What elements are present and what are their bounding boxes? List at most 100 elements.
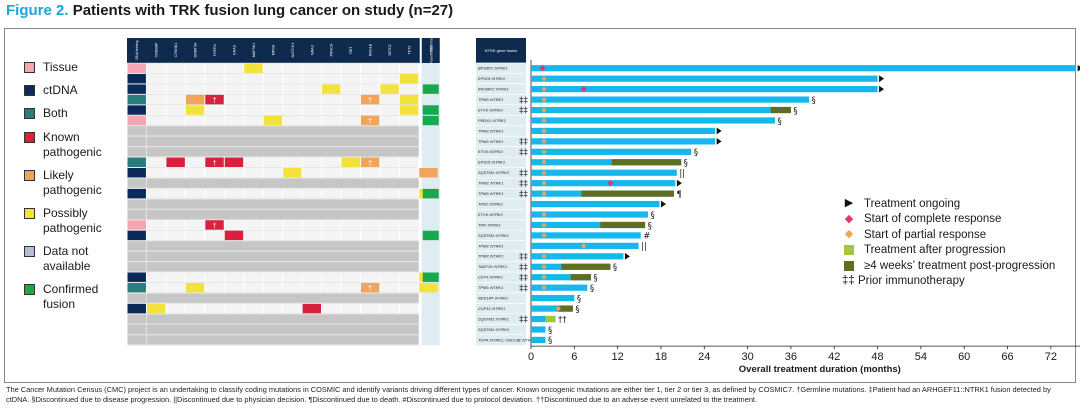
dna-testing-cell (127, 94, 146, 105)
legend-swatch (24, 284, 35, 295)
patient-lane: ‡‡ § (519, 263, 617, 273)
confirmed-fusion-cell (422, 84, 439, 94)
empty-cell (263, 168, 283, 178)
prior-immunotherapy-mark: ‡‡ (519, 138, 529, 148)
after-progression-swatch (844, 245, 854, 256)
swimmer-legend-item: ▶ Treatment ongoing (842, 196, 1055, 212)
fusion-label: ETV6::NTRK3 (478, 149, 503, 154)
empty-cell (380, 230, 399, 241)
ongoing-arrow (879, 85, 885, 93)
figure-canvas: DNA testing CREBBP CTNNB1 DNMT3A FGFR4 GNAS MA… (127, 36, 1080, 375)
ongoing-arrow (661, 200, 667, 208)
x-tick-label: 12 (612, 351, 624, 363)
empty-cell (399, 220, 419, 230)
column-header: NRAS (310, 44, 314, 55)
x-tick-label: 24 (698, 351, 710, 363)
empty-cell (322, 115, 341, 126)
discontinuation-note: †† (558, 315, 567, 325)
empty-cell (224, 94, 244, 105)
dna-testing-cell (127, 147, 146, 157)
na-band (146, 262, 419, 272)
empty-cell (341, 188, 360, 199)
treatment-bar (531, 180, 676, 187)
treatment-bar (531, 117, 776, 124)
empty-cell (399, 230, 419, 241)
discontinuation-note: § (548, 336, 552, 346)
heatmap-row (127, 136, 419, 147)
x-tick-label: 48 (871, 351, 883, 363)
treatment-bar (531, 211, 648, 218)
x-tick-label: 6 (571, 351, 577, 363)
legend-swatch (24, 132, 35, 143)
empty-cell (302, 282, 321, 293)
heatmap-row (127, 230, 439, 241)
dna-testing-cell (127, 105, 146, 115)
dna-testing-cell (127, 262, 146, 272)
empty-cell (244, 105, 263, 115)
partial-response-marker (541, 191, 547, 197)
na-band (146, 241, 419, 251)
fusion-label: TPR::NTRK1 (478, 222, 501, 227)
empty-cell (341, 115, 360, 126)
mutation-cell (419, 168, 438, 178)
treatment-bar (531, 295, 575, 302)
fusion-label: PRDX1::NTRK1 (478, 118, 506, 123)
fusion-label: TPM3::NTRK1 (478, 181, 503, 186)
column-header: PIK3CA (330, 43, 334, 56)
mutation-cell (341, 157, 360, 167)
partial-response-marker (541, 180, 547, 186)
empty-cell (166, 105, 185, 115)
fusion-label-header-text: NTRK gene fusion (485, 48, 518, 53)
empty-cell (380, 168, 399, 178)
patient-lane (531, 127, 722, 135)
legend-item: Possibly pathogenic (24, 206, 134, 236)
empty-cell (341, 63, 360, 73)
treatment-bar (531, 336, 546, 344)
empty-cell (166, 303, 185, 314)
fusion-col-header (421, 38, 440, 63)
patient-lane: ‡‡ § (519, 148, 698, 158)
x-tick-label: 54 (915, 351, 927, 363)
fusion-label: ETV6::NTRK3 (478, 107, 503, 112)
dna-testing-cell (127, 199, 146, 209)
heatmap-row (127, 199, 419, 209)
empty-cell (380, 115, 399, 126)
dna-testing-cell (127, 282, 146, 293)
na-band (146, 136, 419, 147)
na-band (146, 126, 419, 136)
dna-testing-cell (127, 220, 146, 230)
after-progression-segment (545, 315, 556, 323)
mutation-cell (322, 84, 341, 94)
swimmer-legend-label: Treatment after progression (864, 244, 1006, 257)
empty-cell (146, 230, 166, 241)
x-tick-label: 60 (958, 351, 970, 363)
empty-cell (302, 94, 321, 105)
fusion-label: TPM3::NTRK1 (478, 191, 503, 196)
empty-cell (399, 84, 419, 94)
treatment-bar (531, 305, 573, 312)
empty-cell (263, 63, 283, 73)
partial-response-marker (541, 96, 547, 103)
na-band (146, 209, 419, 220)
treatment-bar (531, 65, 1077, 72)
empty-cell (263, 188, 283, 199)
empty-cell (302, 220, 321, 230)
heatmap-row (127, 188, 439, 199)
treatment-bar (531, 253, 624, 260)
empty-cell (283, 105, 302, 115)
patient-lane: ‡‡ ¶ (519, 190, 682, 200)
na-band (146, 178, 419, 188)
fusion-label: TPM3::NTRK1 (478, 254, 503, 259)
empty-cell (244, 282, 263, 293)
empty-cell (205, 105, 224, 115)
empty-cell (360, 303, 380, 314)
treatment-bar (531, 200, 660, 208)
figure-label: Figure 2. (6, 2, 69, 19)
empty-cell (244, 84, 263, 94)
partial-response-marker (541, 149, 547, 155)
dna-testing-cell (127, 314, 146, 324)
mutation-cell (185, 94, 205, 105)
empty-cell (380, 282, 399, 293)
mutation-cell (224, 157, 244, 167)
fusion-label: ETV6::NTRK3 (478, 212, 503, 217)
